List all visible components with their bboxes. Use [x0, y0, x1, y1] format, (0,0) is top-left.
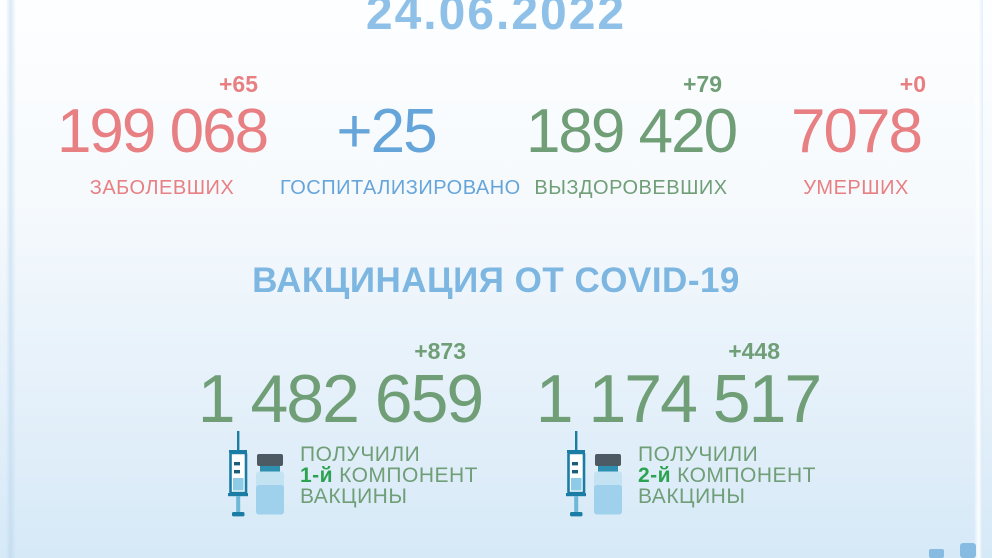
syringe-vial-icon — [566, 431, 622, 517]
stat-hospitalized-delta — [280, 72, 492, 98]
stat-hospitalized: +25 ГОСПИТАЛИЗИРОВАНО — [280, 72, 521, 199]
stat-infected: +65 199 068 ЗАБОЛЕВШИХ — [38, 72, 286, 198]
watermark-fragment — [960, 543, 976, 558]
component-number: 1-й — [300, 464, 334, 487]
component-number: 2-й — [638, 464, 672, 487]
vaccination-first-caption: ПОЛУЧИЛИ 1-й КОМПОНЕНТ ВАКЦИНЫ — [300, 444, 478, 507]
vaccination-title: ВАКЦИНАЦИЯ ОТ COVID-19 — [252, 261, 740, 300]
vaccination-second-meta: ПОЛУЧИЛИ 2-й КОМПОНЕНТ ВАКЦИНЫ — [518, 430, 838, 522]
syringe-vial-icon — [228, 431, 284, 517]
caption-received: ПОЛУЧИЛИ — [638, 443, 759, 466]
vaccination-first-delta: +873 — [414, 338, 466, 364]
caption-vaccine: ВАКЦИНЫ — [300, 485, 408, 508]
stat-infected-value: 199 068 — [56, 97, 269, 166]
stat-infected-label: ЗАБОЛЕВШИХ — [89, 177, 235, 199]
stat-infected-delta: +65 — [218, 71, 258, 97]
vaccination-row: +873 1 482 659 — [0, 340, 992, 540]
vaccination-second-delta: +448 — [728, 338, 780, 364]
stat-recovered: +79 189 420 ВЫЗДОРОВЕВШИХ — [512, 72, 750, 198]
vaccination-first-component: +873 1 482 659 — [180, 340, 500, 522]
vaccination-first-value: 1 482 659 — [197, 361, 485, 437]
watermark-fragment — [929, 549, 944, 558]
component-word: КОМПОНЕНТ — [677, 464, 817, 487]
component-word: КОМПОНЕНТ — [339, 464, 479, 487]
stat-deaths-value: 7078 — [791, 97, 923, 166]
report-date: 24.06.2022 — [365, 0, 627, 40]
stat-recovered-value: 189 420 — [525, 97, 738, 166]
stat-hospitalized-value: +25 — [336, 97, 437, 166]
vaccination-second-component: +448 1 174 517 — [518, 340, 838, 522]
stat-deaths-delta: +0 — [899, 71, 926, 97]
stat-recovered-label: ВЫЗДОРОВЕВШИХ — [534, 177, 728, 199]
stat-deaths-label: УМЕРШИХ — [803, 177, 909, 199]
stat-hospitalized-label: ГОСПИТАЛИЗИРОВАНО — [280, 177, 521, 199]
vaccination-second-caption: ПОЛУЧИЛИ 2-й КОМПОНЕНТ ВАКЦИНЫ — [638, 444, 816, 507]
caption-vaccine: ВАКЦИНЫ — [638, 485, 746, 508]
daily-stats-row: +65 199 068 ЗАБОЛЕВШИХ +25 ГОСПИТАЛИЗИРО… — [0, 72, 992, 212]
vaccination-second-value: 1 174 517 — [535, 361, 823, 437]
stat-deaths: +0 7078 УМЕРШИХ — [758, 72, 954, 198]
caption-component-line: 2-й КОМПОНЕНТ — [638, 465, 816, 486]
stat-recovered-delta: +79 — [682, 71, 722, 97]
vaccination-first-meta: ПОЛУЧИЛИ 1-й КОМПОНЕНТ ВАКЦИНЫ — [180, 430, 500, 522]
caption-component-line: 1-й КОМПОНЕНТ — [300, 465, 478, 486]
caption-received: ПОЛУЧИЛИ — [300, 443, 421, 466]
